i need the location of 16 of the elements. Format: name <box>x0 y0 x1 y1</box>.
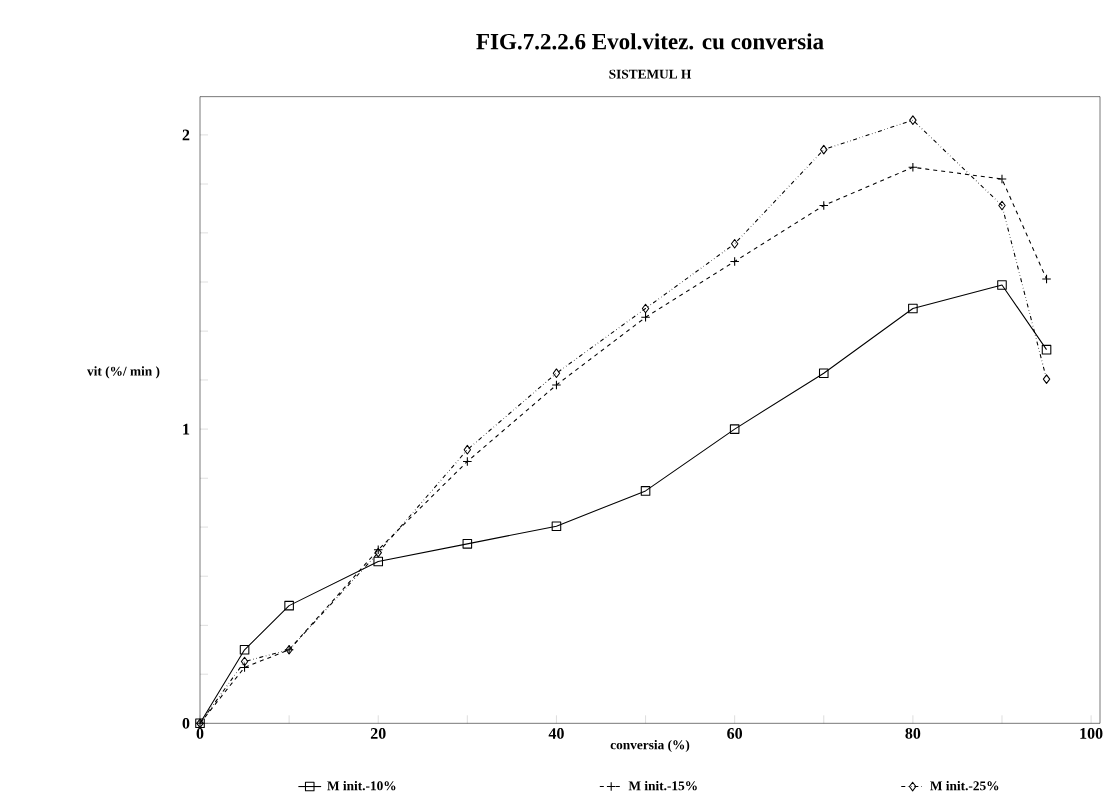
legend-label: M init.-15% <box>628 780 697 791</box>
x-tick-label: 100 <box>1080 728 1103 739</box>
y-axis-title: vit (%/ min ) <box>87 366 160 379</box>
legend-label: M init.-10% <box>327 780 396 791</box>
y-tick-label: 0 <box>182 717 190 729</box>
x-tick-label: 20 <box>370 728 386 739</box>
x-tick-label: 80 <box>905 728 921 739</box>
y-tick-label: 2 <box>182 129 190 141</box>
legend-label: M init.-25% <box>930 780 999 791</box>
x-axis-title: conversia (%) <box>610 739 690 753</box>
x-tick-label: 40 <box>548 728 564 739</box>
x-tick-label: 0 <box>196 728 204 739</box>
y-tick-label: 1 <box>183 423 190 435</box>
chart-title: FIG.7.2.2.6 Evol.vitez. cu conversia <box>476 33 824 50</box>
x-tick-label: 60 <box>727 728 743 739</box>
chart-subtitle: SISTEMUL H <box>609 69 692 79</box>
